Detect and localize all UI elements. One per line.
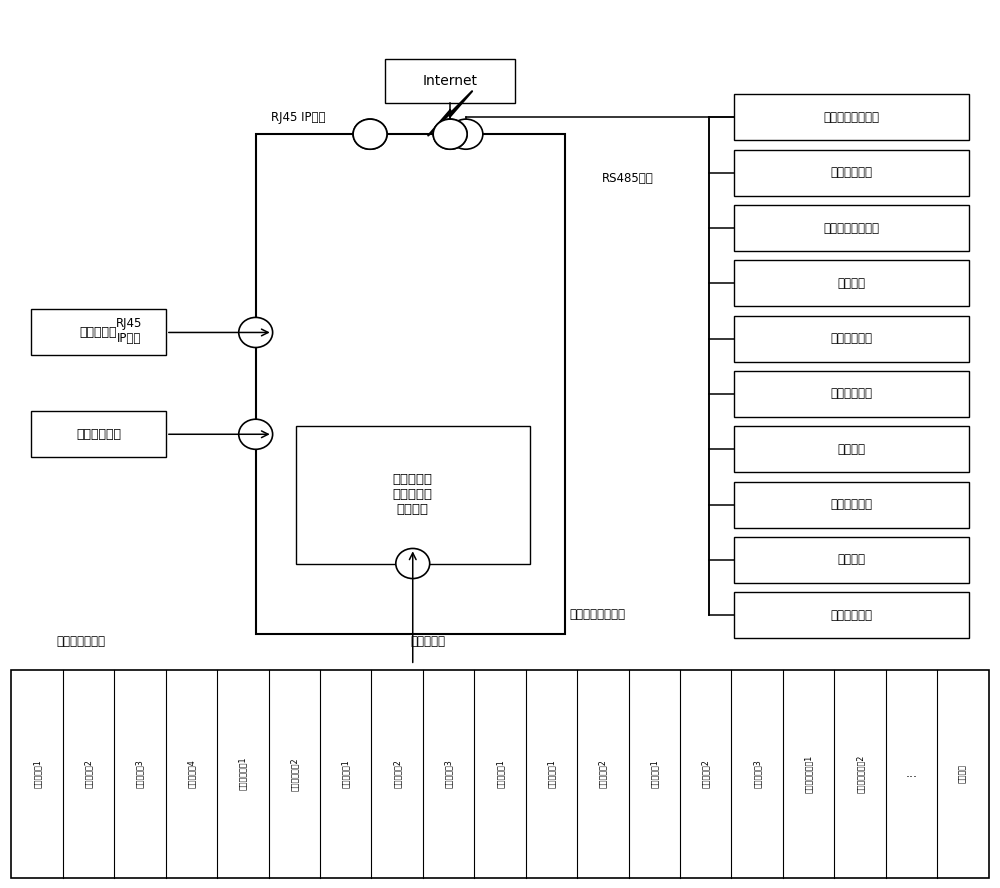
Text: 智能门禁系统: 智能门禁系统 — [831, 166, 873, 179]
Text: ...: ... — [905, 767, 917, 781]
Text: Internet: Internet — [423, 74, 478, 88]
Bar — [734, 94, 969, 140]
Text: 门禁传感器4: 门禁传感器4 — [187, 759, 196, 789]
Text: 门禁传感器1: 门禁传感器1 — [33, 759, 42, 789]
Circle shape — [239, 419, 273, 449]
Text: 温湿度传感器2: 温湿度传感器2 — [290, 757, 299, 790]
Text: 烟雾传感器2: 烟雾传感器2 — [393, 759, 402, 789]
Circle shape — [353, 119, 387, 149]
Text: 烟雾传感器1: 烟雾传感器1 — [341, 759, 350, 789]
Text: 开关电源监控模块: 开关电源监控模块 — [824, 221, 880, 234]
Text: 水浸传感器1: 水浸传感器1 — [496, 759, 505, 789]
Text: 红外传感器2: 红外传感器2 — [598, 759, 607, 789]
Text: 采集板接口: 采集板接口 — [410, 635, 445, 648]
Text: 红外传感器1: 红外传感器1 — [547, 759, 556, 789]
Text: 门禁传感器2: 门禁传感器2 — [84, 759, 93, 789]
Bar — [31, 309, 166, 355]
Circle shape — [396, 549, 430, 579]
Text: 网络摄像头: 网络摄像头 — [80, 326, 117, 339]
Text: 门禁传感器3: 门禁传感器3 — [135, 759, 144, 789]
Text: RJ45
IP网口: RJ45 IP网口 — [116, 317, 142, 345]
Text: 现场监控单元笱体: 现场监控单元笱体 — [570, 608, 626, 621]
Text: 发电机组监控: 发电机组监控 — [831, 332, 873, 345]
Circle shape — [433, 119, 467, 149]
Text: 交流电压传感器1: 交流电压传感器1 — [804, 755, 813, 793]
Text: 其它预留功能: 其它预留功能 — [831, 609, 873, 622]
Bar — [385, 59, 515, 103]
Bar — [734, 481, 969, 527]
Bar — [11, 670, 989, 877]
Circle shape — [433, 119, 467, 149]
Text: 防盗联动系统: 防盗联动系统 — [831, 498, 873, 511]
Bar — [296, 426, 530, 564]
Text: 振动传感器3: 振动传感器3 — [753, 759, 762, 789]
Text: 温湿度传感器1: 温湿度传感器1 — [238, 757, 247, 790]
Bar — [734, 371, 969, 417]
Text: 智能电表: 智能电表 — [838, 277, 866, 289]
Text: RS485接口: RS485接口 — [602, 172, 653, 185]
Text: 智能空调: 智能空调 — [838, 443, 866, 456]
Text: 振动传感器1: 振动传感器1 — [650, 759, 659, 789]
Bar — [734, 537, 969, 583]
Circle shape — [449, 119, 483, 149]
Text: 交流电压传感器2: 交流电压传感器2 — [856, 755, 865, 793]
Text: 其他设备: 其他设备 — [958, 765, 967, 783]
Text: 系统供电电源: 系统供电电源 — [76, 428, 121, 440]
Bar — [734, 150, 969, 195]
Text: 烟雾传感器3: 烟雾传感器3 — [444, 759, 453, 789]
Bar — [734, 315, 969, 361]
Text: 振动传感器2: 振动传感器2 — [701, 759, 710, 789]
Bar — [31, 411, 166, 457]
Bar — [256, 134, 565, 634]
Text: 铁塔位置服务系统: 铁塔位置服务系统 — [824, 111, 880, 123]
Text: 新风系统: 新风系统 — [838, 553, 866, 567]
Circle shape — [353, 119, 387, 149]
Text: RJ45 IP网口: RJ45 IP网口 — [271, 110, 325, 123]
Text: 内置的专用
传感器数据
采集板卡: 内置的专用 传感器数据 采集板卡 — [393, 473, 433, 517]
Bar — [734, 260, 969, 306]
Bar — [734, 426, 969, 472]
Text: 外部传感器设备: 外部传感器设备 — [56, 635, 105, 648]
Bar — [734, 205, 969, 251]
Bar — [734, 592, 969, 638]
Text: 电池监测模块: 电池监测模块 — [831, 387, 873, 400]
Circle shape — [239, 317, 273, 347]
